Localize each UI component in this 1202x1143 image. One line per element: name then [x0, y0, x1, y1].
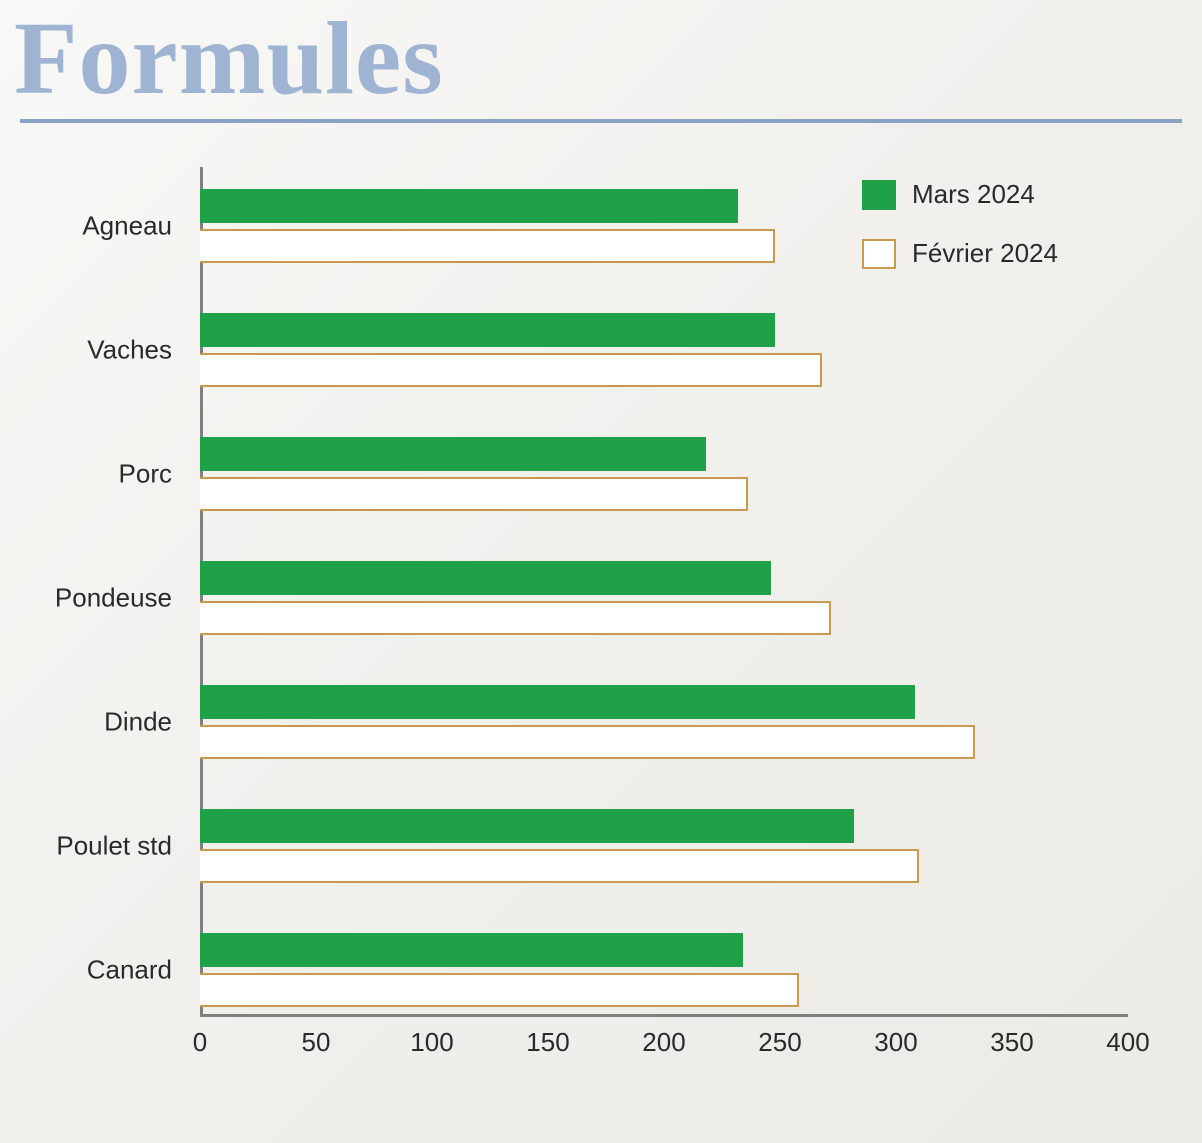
bar	[200, 189, 738, 223]
bar	[200, 933, 743, 967]
category-label: Agneau	[82, 211, 172, 242]
bar	[200, 849, 919, 883]
legend-label: Mars 2024	[912, 179, 1035, 210]
x-tick-label: 150	[526, 1027, 569, 1058]
x-tick-label: 350	[990, 1027, 1033, 1058]
page-title: Formules	[0, 0, 1202, 113]
bar	[200, 809, 854, 843]
category-label: Dinde	[104, 707, 172, 738]
category-label: Vaches	[87, 335, 172, 366]
bar	[200, 477, 748, 511]
bar	[200, 561, 771, 595]
x-tick-label: 0	[193, 1027, 207, 1058]
bar	[200, 725, 975, 759]
x-tick-label: 50	[302, 1027, 331, 1058]
legend-item: Février 2024	[862, 238, 1122, 269]
x-tick-label: 200	[642, 1027, 685, 1058]
category-label: Pondeuse	[55, 583, 172, 614]
bar	[200, 229, 775, 263]
chart: Agneau Vaches Porc Pondeuse Dinde Poulet std C…	[40, 167, 1162, 1107]
chart-legend: Mars 2024 Février 2024	[862, 179, 1122, 297]
x-tick-label: 300	[874, 1027, 917, 1058]
bar	[200, 685, 915, 719]
legend-swatch	[862, 239, 896, 269]
page: Formules Agneau Vaches Porc Pondeuse Dinde Po…	[0, 0, 1202, 1143]
bar	[200, 601, 831, 635]
category-label: Canard	[87, 955, 172, 986]
bar	[200, 437, 706, 471]
category-label: Poulet std	[56, 831, 172, 862]
x-axis-ticks: 050100150200250300350400	[200, 1027, 1128, 1067]
legend-swatch	[862, 180, 896, 210]
bar	[200, 973, 799, 1007]
legend-label: Février 2024	[912, 238, 1058, 269]
title-underline	[20, 119, 1182, 123]
bar	[200, 313, 775, 347]
category-label: Porc	[119, 459, 172, 490]
x-axis	[200, 1014, 1128, 1017]
legend-item: Mars 2024	[862, 179, 1122, 210]
x-tick-label: 100	[410, 1027, 453, 1058]
bar	[200, 353, 822, 387]
x-tick-label: 400	[1106, 1027, 1149, 1058]
x-tick-label: 250	[758, 1027, 801, 1058]
